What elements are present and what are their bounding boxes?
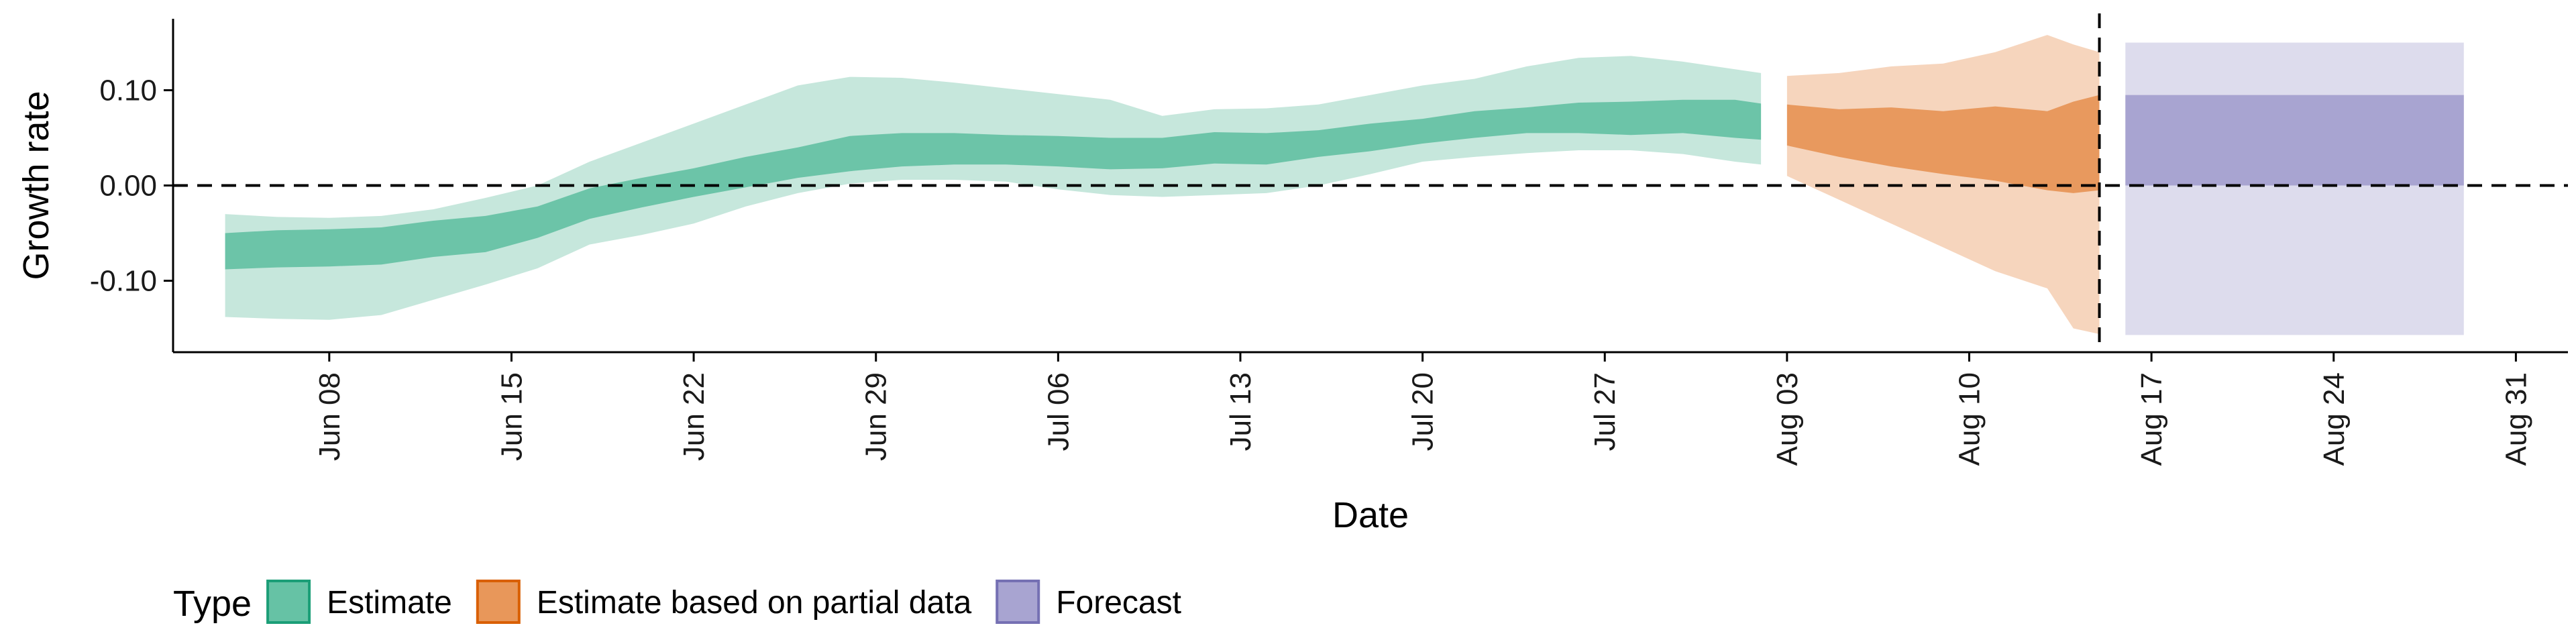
x-tick-label: Jun 15	[495, 372, 528, 461]
x-tick-label: Aug 24	[2318, 372, 2351, 466]
legend-key-estimate-based-on-partial-data	[476, 580, 521, 624]
x-tick-label: Jul 13	[1224, 372, 1257, 451]
axes: -0.10 0.00 0.10 Jun 08 Jun 15 Jun 22 Jun 29 Jul…	[90, 19, 2568, 466]
legend-label-estimate: Estimate	[327, 585, 452, 621]
band-inner-estimate-based-on-partial-data	[1786, 95, 2100, 193]
x-tick-label: Jul 20	[1407, 372, 1440, 451]
legend-key-estimate	[266, 580, 311, 624]
legend-label-estimate-based-on-partial-data: Estimate based on partial data	[537, 585, 972, 621]
x-axis-title: Date	[1332, 495, 1409, 535]
legend-label-forecast: Forecast	[1056, 585, 1181, 621]
x-tick-label: Aug 17	[2135, 372, 2168, 466]
y-tick-label: 0.00	[99, 170, 157, 203]
band-inner-forecast	[2125, 95, 2464, 186]
band-outer-estimate	[225, 56, 1762, 320]
x-tick-label: Aug 31	[2500, 372, 2532, 466]
reference-lines	[173, 13, 2568, 352]
legend-title: Type	[173, 584, 252, 624]
legend: Type Estimate Estimate based on partial d…	[173, 580, 1181, 624]
y-tick-label: -0.10	[90, 265, 157, 298]
y-axis-title: Growth rate	[16, 91, 56, 280]
band-inner-estimate	[225, 99, 1762, 270]
legend-key-forecast	[996, 580, 1040, 624]
x-tick-label: Jul 06	[1042, 372, 1075, 451]
x-tick-label: Aug 10	[1953, 372, 1986, 466]
x-tick-label: Jun 22	[678, 372, 710, 461]
y-tick-label: 0.10	[99, 74, 157, 107]
x-tick-label: Jun 29	[860, 372, 893, 461]
x-tick-label: Jun 08	[313, 372, 346, 461]
x-tick-label: Aug 03	[1771, 372, 1804, 466]
band-outer-forecast	[2125, 42, 2464, 335]
x-tick-label: Jul 27	[1589, 372, 1621, 451]
